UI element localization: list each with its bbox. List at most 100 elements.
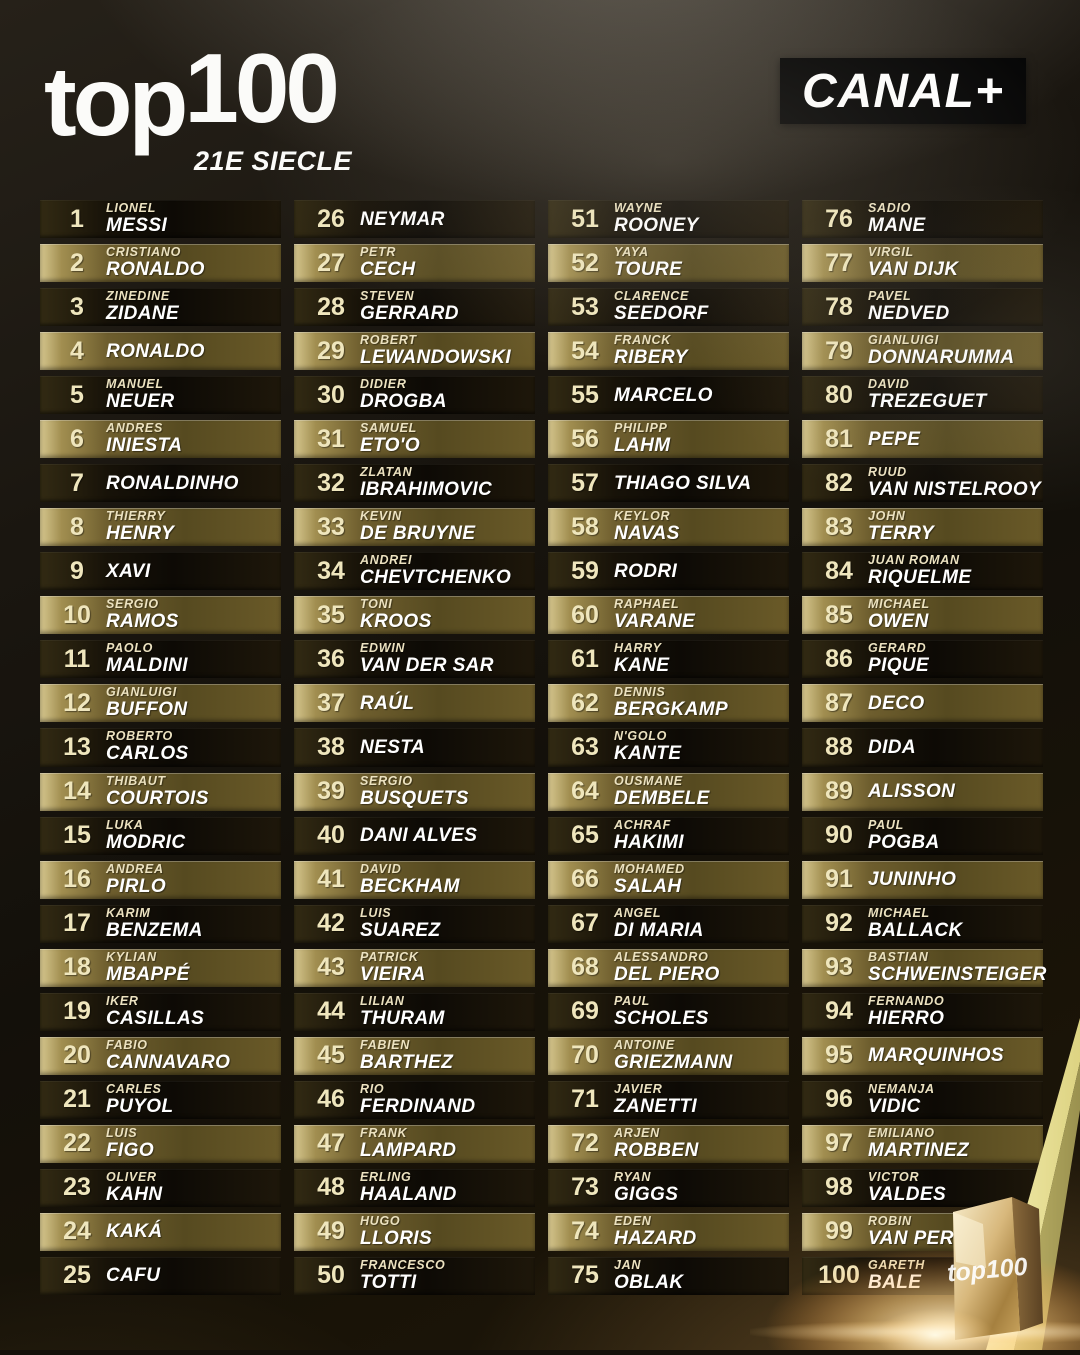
player-name: RIO FERDINAND [360, 1082, 476, 1117]
player-last-name: NAVAS [614, 523, 680, 545]
player-name: SAMUEL ETO'O [360, 422, 420, 457]
player-last-name: GRIEZMANN [614, 1051, 733, 1073]
player-first-name: FERNANDO [868, 993, 945, 1008]
player-name: MARCELO [614, 385, 713, 406]
list-item: 15 LUKA MODRIC [40, 816, 281, 855]
list-item: 52 YAYA TOURE [548, 244, 789, 283]
player-last-name: VAN NISTELROOY [868, 479, 1042, 501]
rank-number: 72 [571, 1129, 599, 1158]
player-first-name: LUIS [106, 1125, 138, 1140]
rank-number: 78 [825, 292, 853, 321]
rank-number: 42 [317, 909, 345, 938]
player-name: KYLIAN MBAPPÉ [106, 950, 190, 985]
player-last-name: NEYMAR [360, 208, 445, 230]
player-first-name: ROBERTO [106, 729, 173, 744]
player-first-name: RYAN [614, 1169, 652, 1184]
player-first-name: ROBERT [360, 333, 417, 348]
rank-number: 28 [317, 292, 345, 321]
player-last-name: RONALDO [106, 340, 205, 362]
player-first-name: PAOLO [106, 641, 154, 656]
list-item: 12 GIANLUIGI BUFFON [40, 684, 281, 723]
player-last-name: VIDIC [868, 1095, 921, 1117]
list-item: 96 NEMANJA VIDIC [802, 1080, 1043, 1119]
list-item: 44 LILIAN THURAM [294, 992, 535, 1031]
player-name: ANDREI CHEVTCHENKO [360, 554, 511, 589]
player-name: ARJEN ROBBEN [614, 1126, 699, 1161]
list-item: 19 IKER CASILLAS [40, 992, 281, 1031]
rank-number: 1 [70, 204, 84, 233]
player-last-name: CECH [360, 259, 416, 281]
rank-number: 30 [317, 380, 345, 409]
player-first-name: THIBAUT [106, 773, 166, 788]
rank-number: 40 [317, 821, 345, 850]
rank-number: 92 [825, 909, 853, 938]
list-item: 88 DIDA [802, 728, 1043, 767]
rank-number: 31 [317, 424, 345, 453]
player-first-name: N'GOLO [614, 729, 668, 744]
rank-number: 56 [571, 424, 599, 453]
rank-number: 46 [317, 1085, 345, 1114]
player-name: DENNIS BERGKAMP [614, 686, 728, 721]
player-name: EDEN HAZARD [614, 1214, 697, 1249]
player-name: HARRY KANE [614, 642, 669, 677]
player-last-name: MARQUINHOS [868, 1045, 1004, 1067]
player-name: FERNANDO HIERRO [868, 993, 945, 1029]
player-last-name: SALAH [614, 875, 682, 897]
player-name: EDWIN VAN DER SAR [360, 642, 494, 677]
list-item: 33 KEVIN DE BRUYNE [294, 508, 535, 547]
player-last-name: ALISSON [868, 781, 956, 803]
player-name: FRANCESCO TOTTI [360, 1258, 445, 1293]
player-first-name: ANGEL [614, 905, 662, 920]
player-last-name: HIERRO [868, 1007, 945, 1029]
list-item: 37 RAÚL [294, 684, 535, 723]
rank-number: 71 [571, 1085, 599, 1114]
list-item: 71 JAVIER ZANETTI [548, 1080, 789, 1119]
list-item: 77 VIRGIL VAN DIJK [802, 244, 1043, 283]
rank-number: 97 [825, 1129, 853, 1158]
canalplus-logo: CANAL+ [780, 58, 1026, 124]
player-name: ANGEL DI MARIA [614, 905, 704, 941]
rank-number: 27 [317, 248, 345, 277]
rank-number: 81 [825, 424, 853, 453]
player-last-name: TOTTI [360, 1271, 417, 1293]
player-first-name: FRANCK [614, 333, 671, 348]
rank-number: 39 [317, 777, 345, 806]
player-last-name: DE BRUYNE [360, 523, 476, 545]
rank-number: 91 [825, 865, 853, 894]
player-last-name: MESSI [106, 215, 168, 237]
list-item: 29 ROBERT LEWANDOWSKI [294, 332, 535, 371]
player-last-name: VAN DIJK [868, 259, 959, 281]
player-name: ALESSANDRO DEL PIERO [614, 950, 720, 985]
list-item: 89 ALISSON [802, 772, 1043, 811]
player-name: PEPE [868, 429, 920, 450]
player-last-name: SCHOLES [614, 1007, 709, 1029]
list-item: 72 ARJEN ROBBEN [548, 1124, 789, 1163]
player-name: ROBERT LEWANDOWSKI [360, 333, 511, 369]
player-last-name: VARANE [614, 611, 696, 633]
player-name: MARQUINHOS [868, 1045, 1004, 1066]
rank-number: 16 [63, 865, 91, 894]
rank-number: 61 [571, 644, 599, 673]
rank-number: 15 [63, 821, 91, 850]
player-last-name: THIAGO SILVA [614, 472, 752, 494]
list-item: 18 KYLIAN MBAPPÉ [40, 948, 281, 987]
player-first-name: SERGIO [360, 773, 413, 788]
player-name: CRISTIANO RONALDO [106, 246, 205, 281]
rank-number: 10 [63, 600, 91, 629]
list-item: 40 DANI ALVES [294, 816, 535, 855]
player-last-name: CARLOS [106, 743, 189, 765]
player-first-name: GIANLUIGI [868, 333, 939, 348]
list-item: 61 HARRY KANE [548, 640, 789, 679]
list-item: 97 EMILIANO MARTINEZ [802, 1124, 1043, 1163]
player-first-name: ROBIN [868, 1213, 912, 1228]
player-first-name: MOHAMED [614, 861, 685, 876]
logo-subtitle: 21E SIECLE [194, 146, 353, 176]
player-last-name: SCHWEINSTEIGER [868, 963, 1047, 985]
top100-logo-text: top100 [44, 39, 340, 150]
player-last-name: HAALAND [360, 1183, 457, 1205]
player-last-name: VAN PERSIE [868, 1227, 986, 1249]
rank-number: 25 [63, 1261, 91, 1290]
player-first-name: KEVIN [360, 509, 402, 524]
list-item: 9 XAVI [40, 552, 281, 591]
rank-number: 100 [818, 1261, 860, 1290]
